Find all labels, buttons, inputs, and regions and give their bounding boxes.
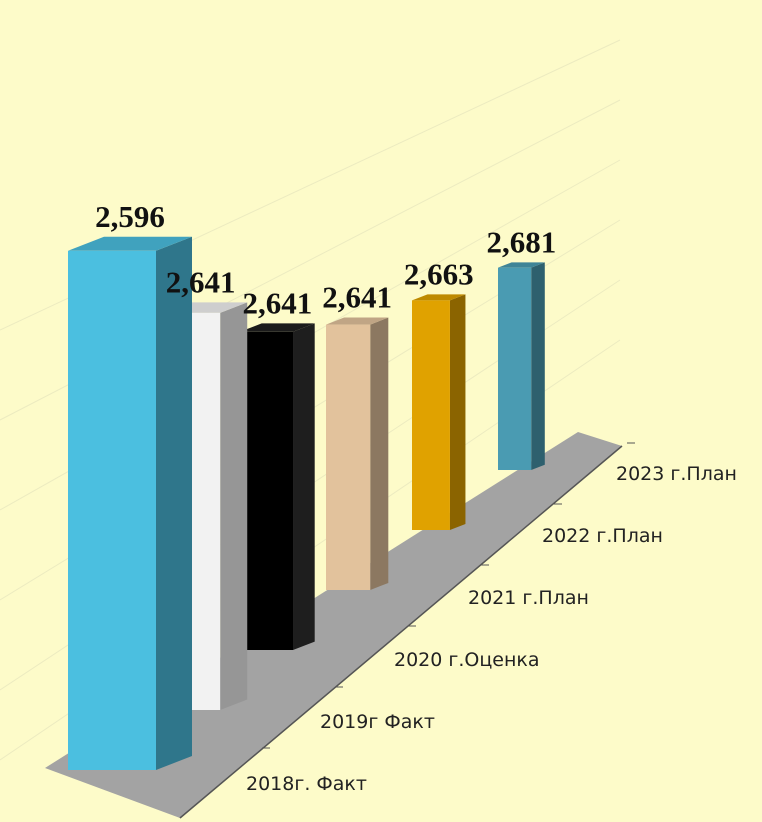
value-label: 2,641 — [242, 285, 312, 320]
bar-top — [412, 294, 466, 301]
value-label: 2,641 — [166, 264, 236, 299]
bar — [240, 331, 294, 650]
bar-top — [240, 323, 315, 332]
value-label: 2,663 — [404, 256, 474, 291]
x-tick-label: 2018г. Факт — [246, 773, 367, 795]
bar — [326, 324, 371, 590]
x-tick-label: 2023 г.План — [616, 463, 737, 485]
bar-side — [449, 294, 466, 530]
bar — [68, 250, 156, 771]
x-tick-label: 2020 г.Оценка — [394, 649, 540, 671]
x-tick-label: 2019г Факт — [320, 711, 435, 733]
bar-top — [326, 317, 389, 325]
bar — [498, 267, 532, 470]
bar-side — [156, 236, 192, 771]
bar — [412, 300, 450, 530]
bar-side — [531, 262, 545, 470]
bar-top — [68, 236, 192, 251]
x-tick-label: 2021 г.План — [468, 587, 589, 609]
bar-side — [370, 317, 389, 590]
bar-side — [220, 302, 248, 710]
bar-side — [293, 323, 315, 650]
value-label: 2,681 — [487, 224, 557, 259]
value-label: 2,641 — [322, 280, 392, 315]
x-tick-label: 2022 г.План — [542, 525, 663, 547]
bar-top — [498, 262, 545, 268]
axis — [179, 445, 623, 819]
value-label: 2,596 — [95, 199, 165, 234]
